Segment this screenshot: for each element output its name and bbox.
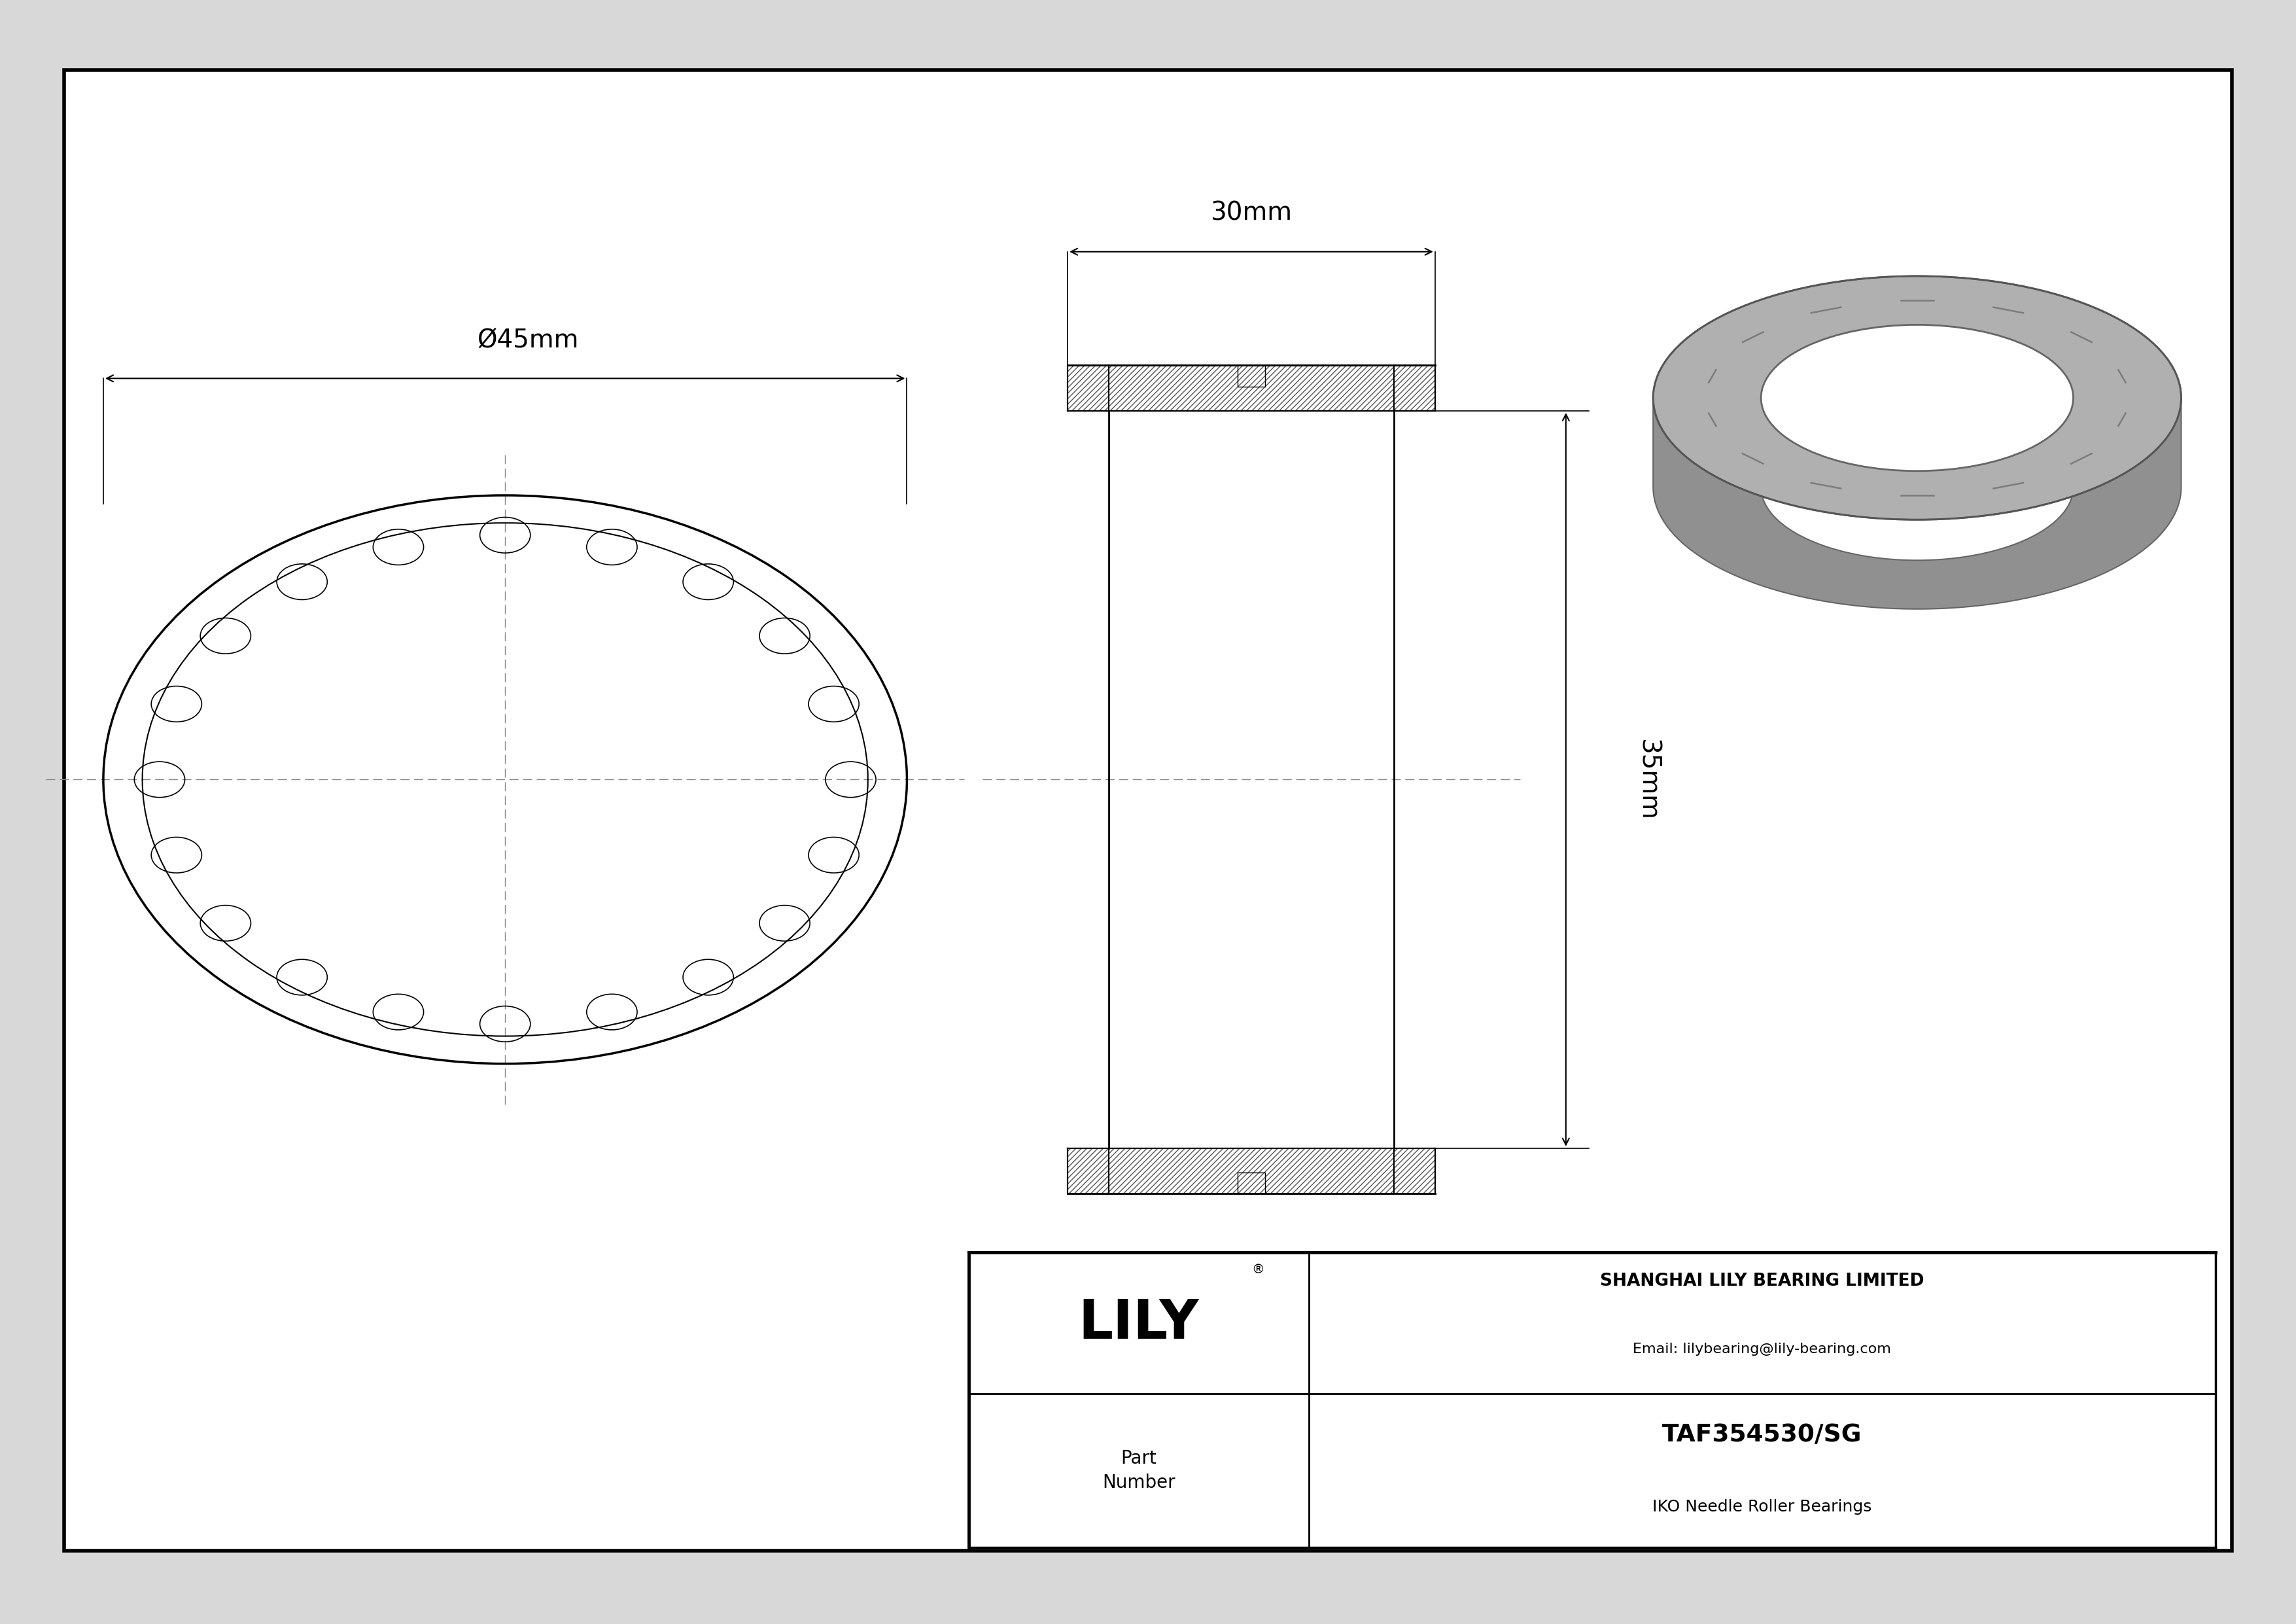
- Ellipse shape: [1653, 276, 2181, 520]
- Polygon shape: [1653, 398, 2181, 609]
- Ellipse shape: [1761, 325, 2073, 471]
- Text: ®: ®: [1251, 1263, 1265, 1276]
- Text: Part
Number: Part Number: [1102, 1450, 1176, 1492]
- Text: 30mm: 30mm: [1210, 201, 1293, 226]
- Polygon shape: [1761, 398, 2073, 560]
- Text: IKO Needle Roller Bearings: IKO Needle Roller Bearings: [1653, 1499, 1871, 1515]
- Text: SHANGHAI LILY BEARING LIMITED: SHANGHAI LILY BEARING LIMITED: [1600, 1272, 1924, 1289]
- Text: LILY: LILY: [1079, 1296, 1199, 1350]
- Bar: [969, 1252, 2216, 1548]
- Bar: [1068, 1148, 1435, 1194]
- Text: 35mm: 35mm: [1635, 739, 1660, 820]
- Text: Email: lilybearing@lily-bearing.com: Email: lilybearing@lily-bearing.com: [1632, 1343, 1892, 1356]
- Text: Ø45mm: Ø45mm: [478, 328, 579, 352]
- Bar: [1068, 365, 1435, 411]
- Text: TAF354530/SG: TAF354530/SG: [1662, 1423, 1862, 1447]
